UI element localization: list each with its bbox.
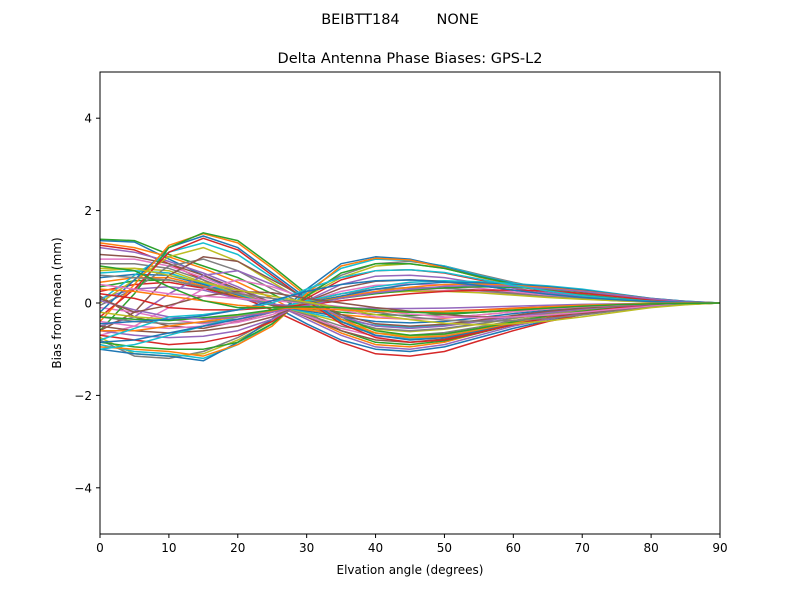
x-tick-label: 70 [575,541,590,555]
plot-lines [99,232,721,362]
x-axis-label: Elvation angle (degrees) [337,563,484,577]
x-tick-label: 30 [299,541,314,555]
axes-frame [99,71,721,535]
x-tick-label: 40 [368,541,383,555]
y-axis-label: Bias from mean (mm) [50,237,64,368]
y-tick-label: 2 [84,204,92,218]
x-tick-label: 20 [230,541,245,555]
series-line [99,237,721,344]
series-line [99,274,721,323]
y-axis-ticks: −4 −2 0 2 4 [74,112,100,495]
y-tick-label: −2 [74,389,92,403]
series-line [99,268,721,341]
y-tick-label: 4 [84,112,92,126]
series-line [99,284,721,320]
y-tick-label: 0 [84,297,92,311]
x-tick-label: 80 [643,541,658,555]
x-tick-label: 60 [506,541,521,555]
series-line [99,267,721,326]
y-tick-label: −4 [74,481,92,495]
x-tick-label: 0 [96,541,104,555]
series-line [99,279,721,325]
series-line [99,283,721,319]
chart-title: Delta Antenna Phase Biases: GPS-L2 [278,51,543,67]
figure-suptitle: BEIBTT184 NONE [321,12,479,28]
x-axis-ticks: 0 10 20 30 40 50 60 70 80 90 [96,534,728,555]
series-line [99,289,721,311]
series-line [99,265,721,314]
x-tick-label: 50 [437,541,452,555]
x-tick-label: 10 [161,541,176,555]
x-tick-label: 90 [712,541,727,555]
